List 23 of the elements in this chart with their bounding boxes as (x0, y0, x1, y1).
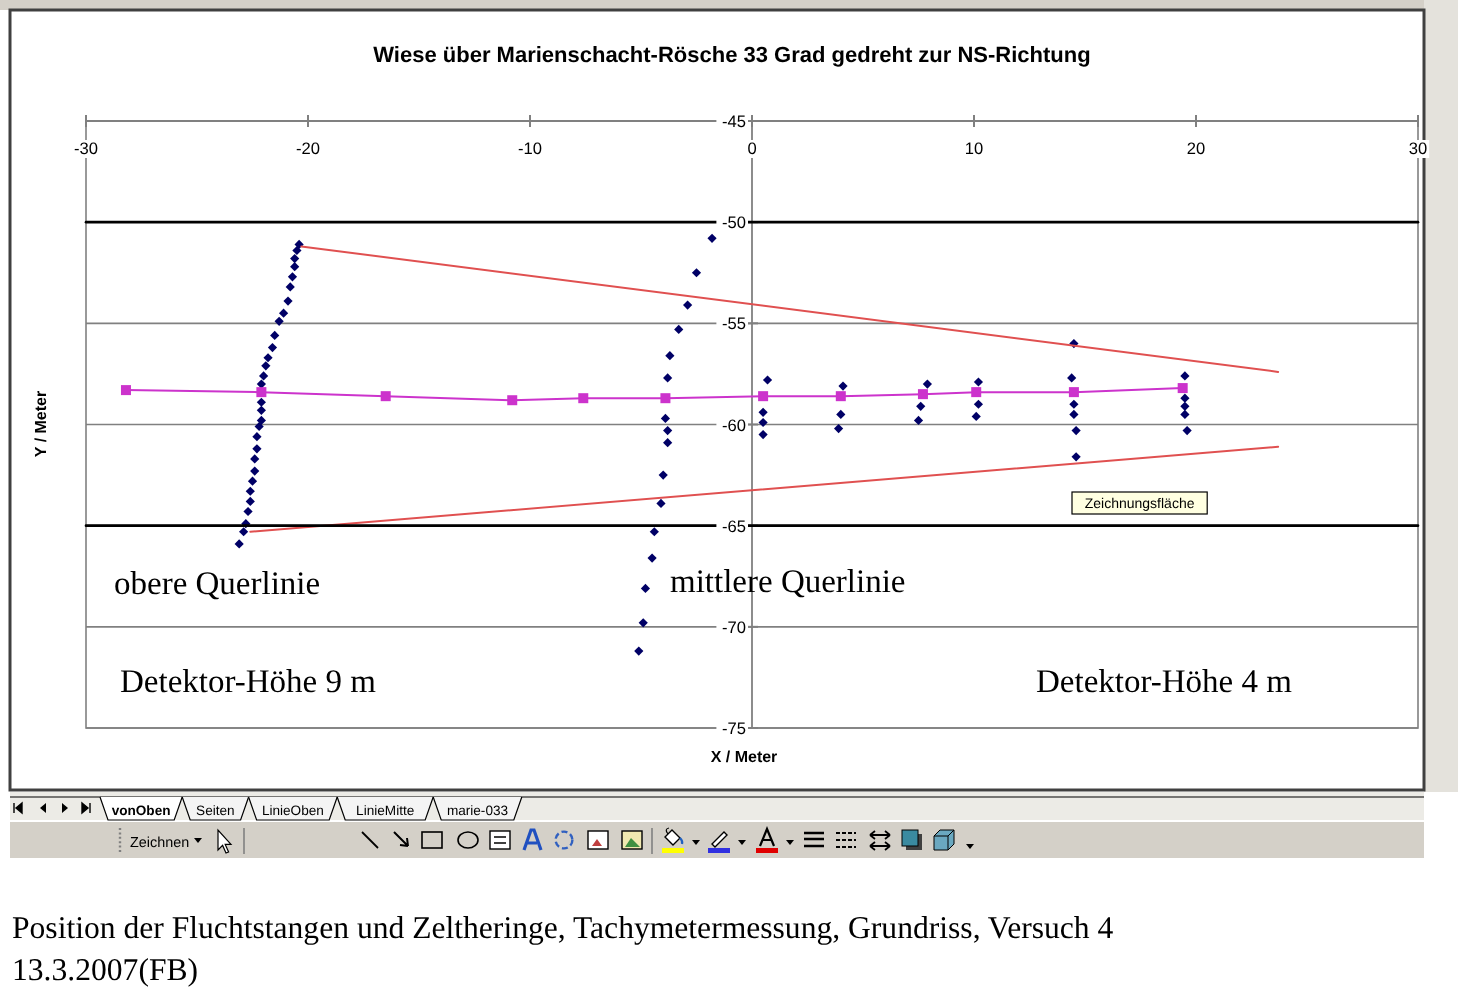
text: Position der Fluchtstangen und Zeltheringe, Tachymetermessung, Grundriss, Versuch 4 (12, 912, 1114, 946)
y-tick-label: -45 (722, 111, 747, 131)
x-tick-label: -30 (74, 138, 99, 158)
annotation: Detektor-Höhe 4 m (1036, 662, 1293, 700)
annotation: mittlere Querlinie (670, 562, 906, 600)
annotation: obere Querlinie (114, 564, 321, 602)
x-tick-label: 10 (964, 138, 984, 158)
x-tick-label: 20 (1186, 138, 1206, 158)
x-tick-label: -10 (518, 138, 543, 158)
y-tick-label: -50 (722, 212, 747, 233)
y-tick-label: -55 (722, 313, 747, 334)
y-tick-label: -70 (722, 616, 747, 637)
x-tick-label: 30 (1408, 138, 1428, 158)
y-tick-label: -75 (722, 718, 747, 738)
x-axis-title: X / Meter (710, 748, 778, 766)
y-axis-title: Y / Meter (32, 390, 50, 458)
chart-title: Wiese über Marienschacht-Rösche 33 Grad gedreht zur NS-Richtung (373, 44, 1091, 68)
y-tick-label: -65 (722, 515, 747, 536)
x-tick-label: -20 (296, 138, 321, 158)
text: 13.3.2007(FB) (12, 954, 199, 988)
y-tick-label: -60 (722, 414, 747, 435)
annotation: Detektor-Höhe 9 m (120, 662, 377, 700)
x-tick-label: 0 (747, 138, 758, 158)
